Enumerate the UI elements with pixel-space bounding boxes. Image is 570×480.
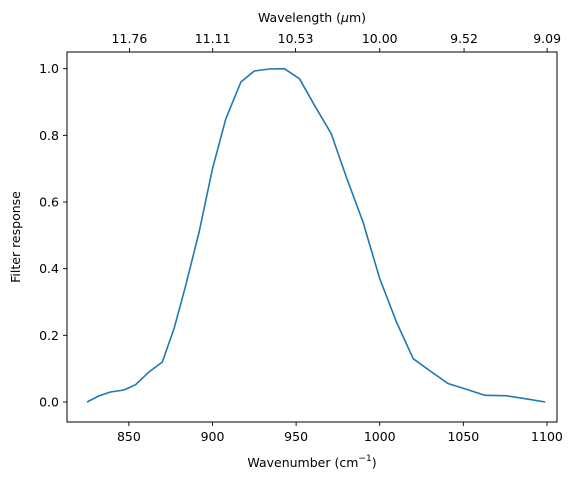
plot-frame [66,51,558,423]
x-axis-title: Wavenumber (cm−1) [247,454,376,470]
y-tick-label: 0.4 [39,261,59,276]
top-tick-label: 10.53 [278,31,314,46]
top-axis-title: Wavelength (μm) [258,10,366,25]
top-tick-label: 11.76 [112,31,148,46]
y-tick-label: 0.2 [39,328,59,343]
x-tick-label: 1000 [364,429,396,444]
x-tick-label: 900 [201,429,225,444]
series-line-0 [86,67,546,403]
top-tick-label: 9.09 [533,31,561,46]
top-tick-label: 11.11 [195,31,231,46]
axis-ticks: 850 900 950 1000 1050 1100 0.0 0.2 0.4 0.6 0.8 1.0 1… [39,31,563,444]
y-tick-label: 0.8 [39,128,59,143]
top-tick-label: 9.52 [450,31,478,46]
y-tick-label: 0.0 [39,395,59,410]
y-tick-label: 1.0 [39,61,59,76]
plot-area [86,67,546,403]
x-tick-label: 1050 [447,429,479,444]
x-tick-label: 850 [117,429,141,444]
x-tick-label: 950 [284,429,308,444]
y-tick-label: 0.6 [39,195,59,210]
y-axis-title: Filter response [8,191,23,283]
top-tick-label: 10.00 [362,31,398,46]
x-tick-label: 1100 [531,429,563,444]
